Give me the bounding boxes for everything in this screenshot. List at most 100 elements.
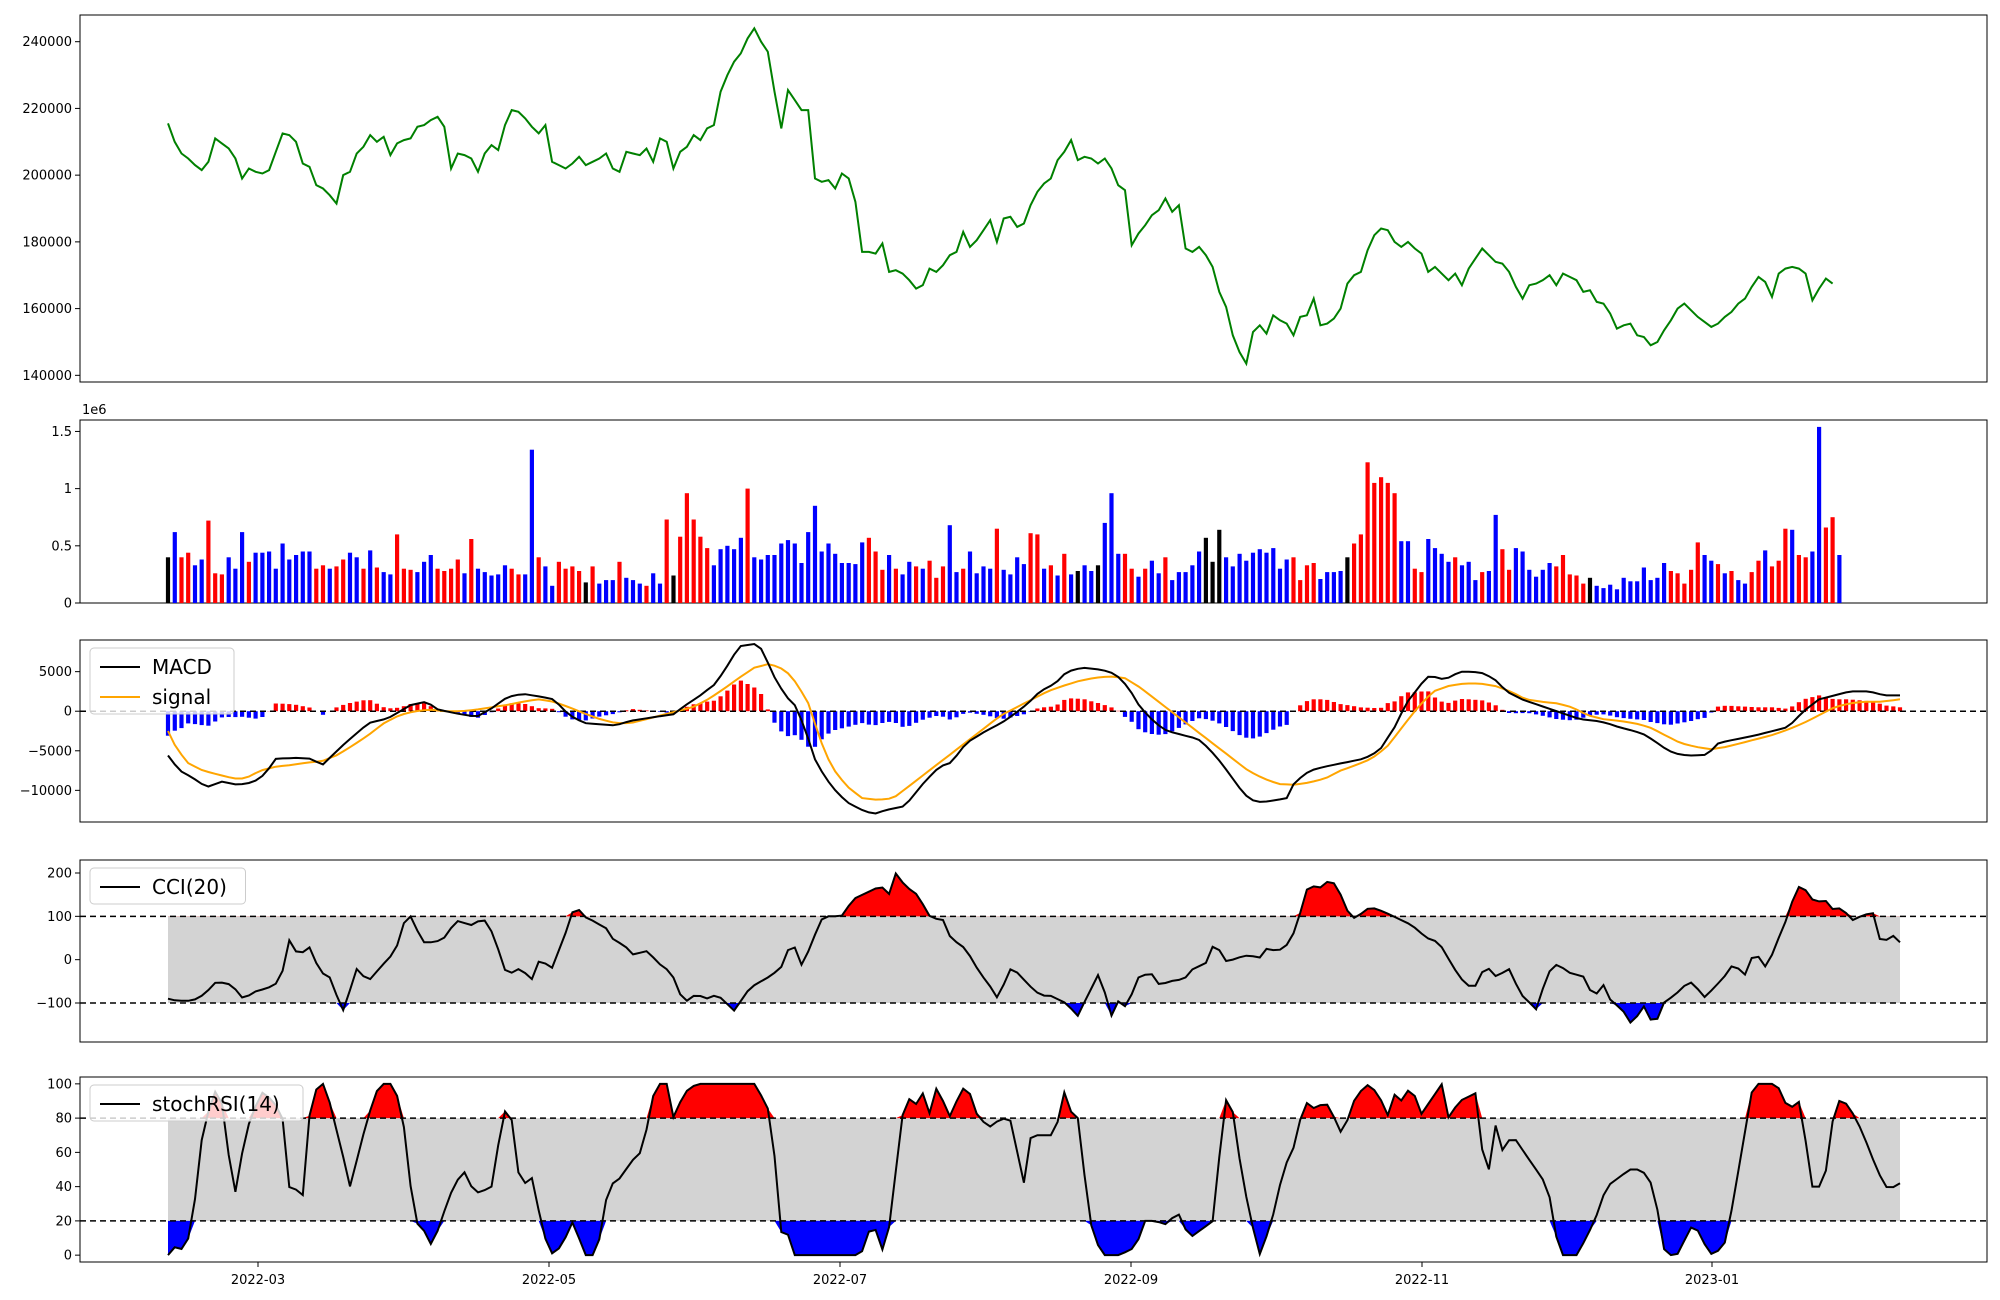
volume-bar xyxy=(1446,561,1451,603)
macd-histogram-bar xyxy=(961,711,966,714)
macd-histogram-bar xyxy=(1075,698,1080,712)
stochrsi-y-tick-label: 80 xyxy=(55,1112,72,1127)
volume-bar xyxy=(509,568,514,603)
volume-bar xyxy=(1156,573,1161,603)
macd-histogram-bar xyxy=(1069,698,1074,712)
macd-histogram-bar xyxy=(934,711,939,716)
volume-bar xyxy=(988,568,993,603)
volume-bar xyxy=(1331,572,1336,603)
macd-histogram-bar xyxy=(839,711,844,729)
volume-bar xyxy=(785,540,791,603)
macd-histogram-bar xyxy=(806,711,811,747)
price-panel: 140000 160000 180000 200000 220000 240000 xyxy=(22,14,1988,384)
volume-bar xyxy=(1069,574,1074,603)
volume-bar xyxy=(1021,564,1026,603)
macd-histogram-bar xyxy=(718,696,723,712)
macd-histogram-bar xyxy=(1379,707,1384,712)
volume-bar xyxy=(1581,583,1586,603)
macd-histogram-bar xyxy=(1897,707,1903,712)
macd-histogram-bar xyxy=(705,701,710,712)
volume-bar xyxy=(570,566,575,603)
macd-histogram-bar xyxy=(1331,702,1336,712)
volume-bar xyxy=(1122,553,1128,603)
volume-bar xyxy=(678,536,683,603)
volume-bar xyxy=(496,574,501,603)
macd-histogram-bar xyxy=(1534,711,1539,715)
volume-bar xyxy=(482,572,487,603)
stochrsi-y-tick-label: 20 xyxy=(55,1214,72,1229)
volume-bar xyxy=(449,568,454,603)
volume-panel: 0 0.5 1 1.5 1e6 xyxy=(51,403,1988,612)
volume-bar xyxy=(1102,522,1107,603)
volume-bar xyxy=(1837,555,1842,603)
macd-histogram-bar xyxy=(1163,711,1168,735)
volume-bar xyxy=(806,532,811,603)
macd-histogram-bar xyxy=(253,711,258,719)
macd-histogram-bar xyxy=(422,703,427,712)
volume-bar xyxy=(475,568,481,603)
macd-histogram-bar xyxy=(1055,704,1060,712)
price-y-tick-label: 160000 xyxy=(22,302,72,317)
volume-bar xyxy=(1763,550,1768,603)
macd-histogram-bar xyxy=(1338,704,1343,712)
macd-histogram-bar xyxy=(866,711,871,725)
volume-bar xyxy=(914,566,919,603)
macd-histogram-bar xyxy=(994,711,999,718)
macd-histogram-bar xyxy=(529,706,534,712)
volume-bar xyxy=(1224,557,1229,604)
volume-bar xyxy=(1769,566,1775,603)
macd-histogram-bar xyxy=(1891,706,1896,712)
macd-histogram-bar xyxy=(395,707,400,712)
stochrsi-y-tick-label: 40 xyxy=(55,1180,72,1195)
volume-bar xyxy=(1163,557,1168,604)
macd-histogram-bar xyxy=(920,711,925,720)
macd-histogram-bar xyxy=(1224,711,1229,727)
volume-bar xyxy=(839,563,844,603)
volume-bar xyxy=(1291,557,1296,604)
macd-histogram-bar xyxy=(1210,711,1215,721)
volume-bar xyxy=(1136,576,1141,603)
macd-histogram-bar xyxy=(779,711,784,732)
macd-histogram-bar xyxy=(940,711,946,717)
volume-bar xyxy=(294,555,299,603)
legend-label: MACD xyxy=(152,655,212,679)
volume-bar xyxy=(1486,571,1491,603)
axes-frame xyxy=(79,1076,1988,1263)
macd-histogram-bar xyxy=(1871,701,1876,712)
macd-histogram-bar xyxy=(374,703,379,712)
macd-panel: −10000 −5000 0 5000 MACD signal xyxy=(20,639,1988,823)
volume-bar xyxy=(1358,534,1363,603)
volume-y-tick-label: 0 xyxy=(64,597,72,612)
macd-histogram-bar xyxy=(954,711,959,718)
macd-histogram-bar xyxy=(1446,702,1451,712)
volume-bar xyxy=(165,557,171,604)
volume-bar xyxy=(738,537,743,603)
volume-bar xyxy=(1500,549,1505,603)
volume-bar xyxy=(408,569,413,603)
x-tick-label: 2022-09 xyxy=(1104,1273,1158,1288)
volume-bar xyxy=(502,565,508,603)
macd-histogram-bar xyxy=(1790,706,1795,712)
macd-histogram-bar xyxy=(981,711,986,715)
volume-bar xyxy=(1527,569,1532,603)
volume-bar xyxy=(1702,555,1707,603)
macd-histogram-bar xyxy=(1183,711,1188,725)
volume-bar xyxy=(610,580,615,603)
macd-histogram-bar xyxy=(1062,699,1067,712)
volume-bar xyxy=(1082,565,1087,603)
macd-histogram-bar xyxy=(260,711,265,717)
volume-bar xyxy=(1715,564,1721,603)
volume-bar xyxy=(934,577,939,603)
volume-bar xyxy=(967,551,973,603)
volume-bar xyxy=(1668,571,1673,603)
volume-bar xyxy=(1830,517,1835,603)
macd-histogram-bar xyxy=(1635,711,1640,720)
volume-bar xyxy=(550,585,555,603)
volume-bar xyxy=(1116,553,1121,603)
x-tick-label: 2022-07 xyxy=(813,1273,867,1288)
volume-bar xyxy=(327,568,332,603)
volume-bar xyxy=(745,488,750,603)
macd-histogram-bar xyxy=(1641,711,1646,720)
price-line xyxy=(167,26,1834,367)
volume-bar xyxy=(1520,551,1525,603)
